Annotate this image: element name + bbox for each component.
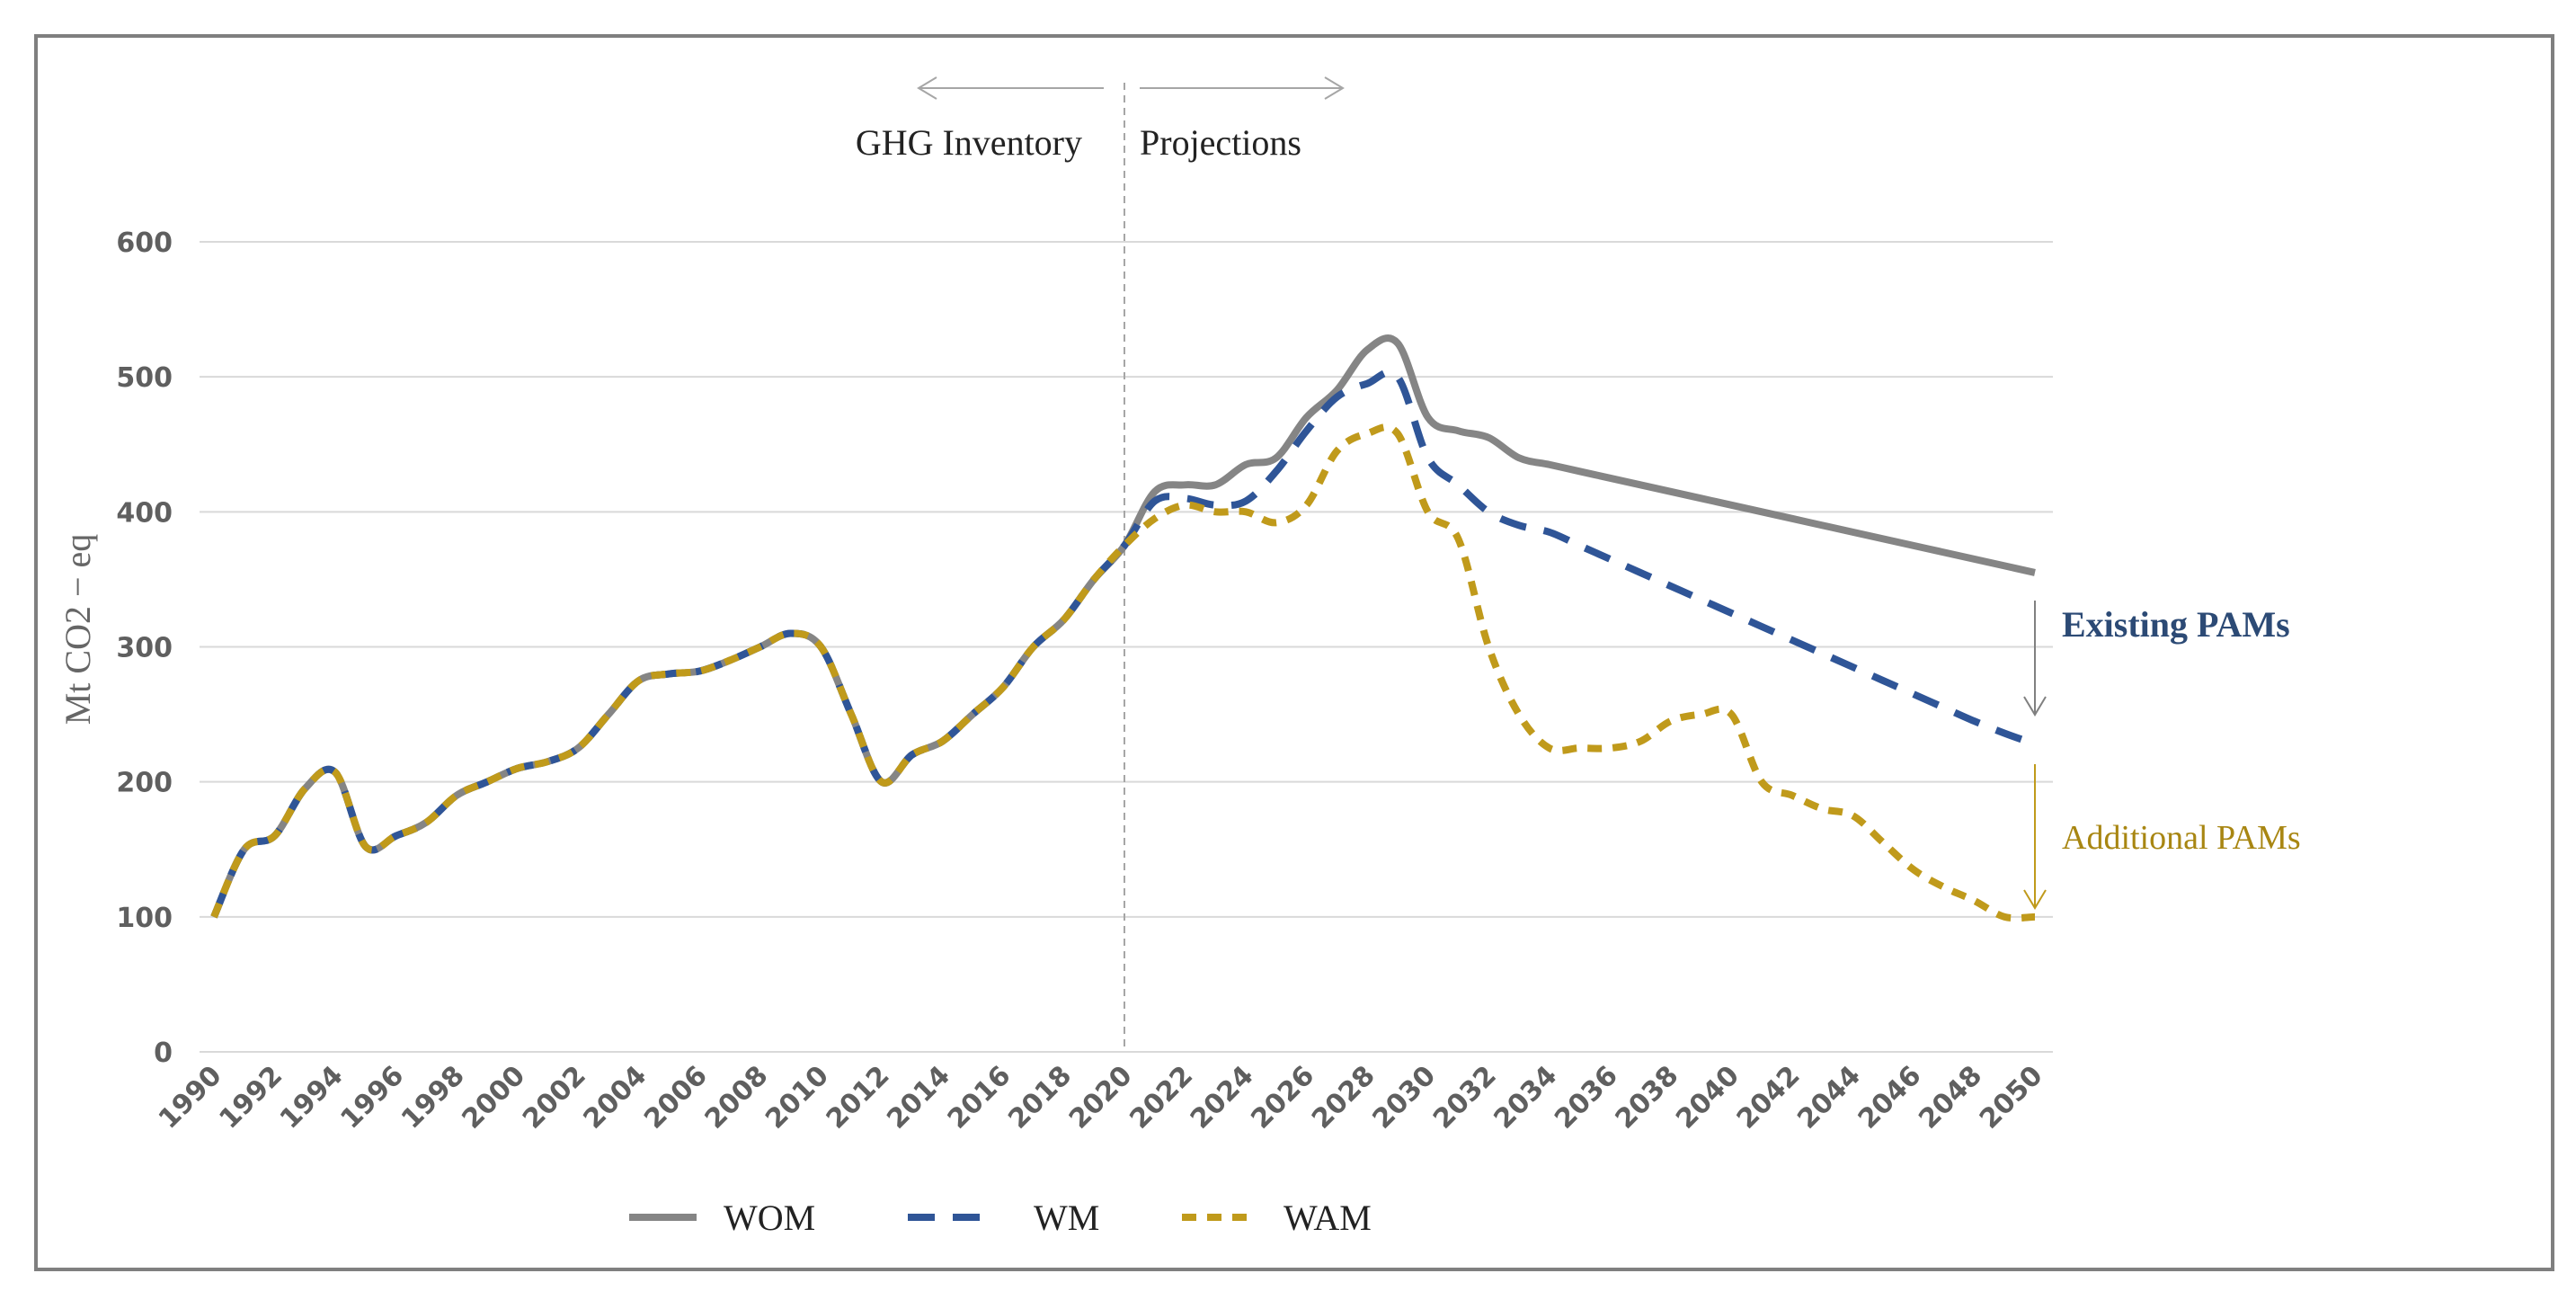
y-tick-label: 500 bbox=[116, 362, 173, 394]
additional-pams-arrow bbox=[2023, 764, 2047, 910]
y-tick-label: 200 bbox=[116, 768, 173, 799]
projections-arrow bbox=[1140, 76, 1345, 100]
y-axis-label: Mt CO2 − eq bbox=[58, 534, 98, 726]
legend-label-wam: WAM bbox=[1284, 1198, 1372, 1238]
legend-label-wom: WOM bbox=[724, 1198, 815, 1238]
inventory-arrow bbox=[917, 76, 1104, 100]
y-tick-label: 100 bbox=[116, 903, 173, 934]
y-tick-label: 600 bbox=[116, 227, 173, 259]
legend-label-wm: WM bbox=[1034, 1198, 1099, 1238]
y-tick-label: 0 bbox=[154, 1037, 173, 1069]
projections-label: Projections bbox=[1140, 122, 1301, 163]
existing-pams-label: Existing PAMs bbox=[2062, 604, 2290, 645]
y-tick-label: 400 bbox=[116, 497, 173, 529]
y-tick-label: 300 bbox=[116, 633, 173, 664]
inventory-label: GHG Inventory bbox=[856, 122, 1082, 163]
legend: WOM WM WAM bbox=[629, 1198, 1372, 1238]
existing-pams-arrow bbox=[2023, 601, 2047, 717]
additional-pams-label: Additional PAMs bbox=[2062, 819, 2301, 857]
series-line-wam bbox=[210, 423, 2036, 922]
